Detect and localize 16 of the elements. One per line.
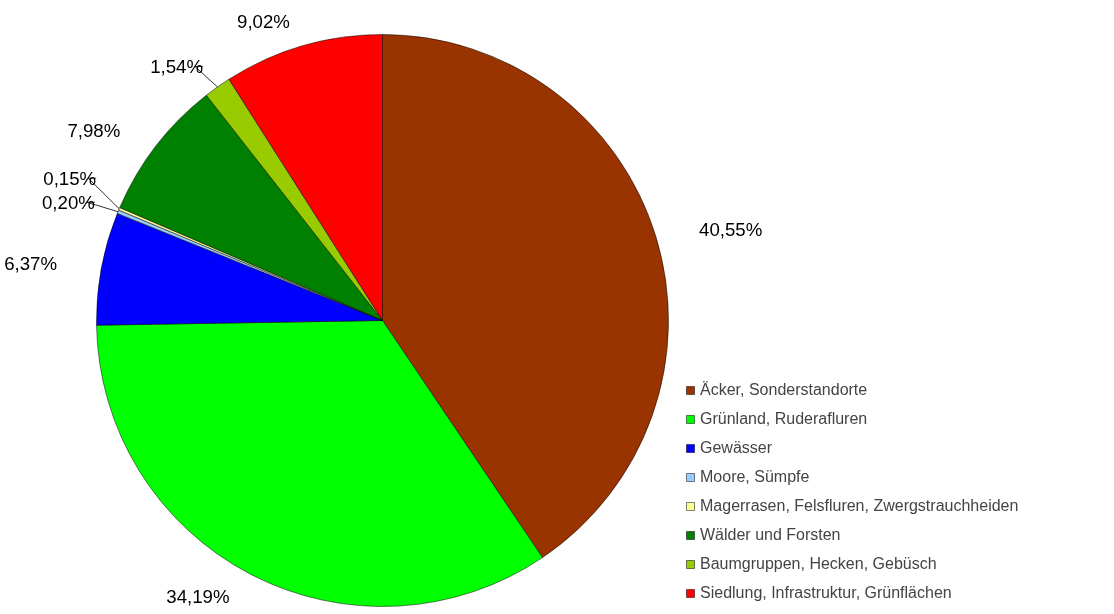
legend-label: Moore, Sümpfe xyxy=(700,468,810,486)
data-label: 40,55% xyxy=(699,219,763,241)
legend-label: Baumgruppen, Hecken, Gebüsch xyxy=(700,555,937,573)
legend-label: Gewässer xyxy=(700,439,773,457)
data-label: 9,02% xyxy=(237,11,290,33)
data-label: 34,19% xyxy=(166,585,230,607)
legend-label: Äcker, Sonderstandorte xyxy=(700,381,868,399)
data-label: 7,98% xyxy=(67,120,121,142)
data-label: 0,20% xyxy=(41,191,95,213)
legend-label: Magerrasen, Felsfluren, Zwergstrauchheiden xyxy=(700,497,1019,515)
legend-label: Grünland, Ruderafluren xyxy=(700,410,868,428)
data-label: 1,54% xyxy=(150,56,204,78)
data-label: 0,15% xyxy=(43,167,97,189)
legend-label: Siedlung, Infrastruktur, Grünflächen xyxy=(700,584,952,602)
data-label: 6,37% xyxy=(4,253,58,275)
legend-label: Wälder und Forsten xyxy=(700,526,841,544)
